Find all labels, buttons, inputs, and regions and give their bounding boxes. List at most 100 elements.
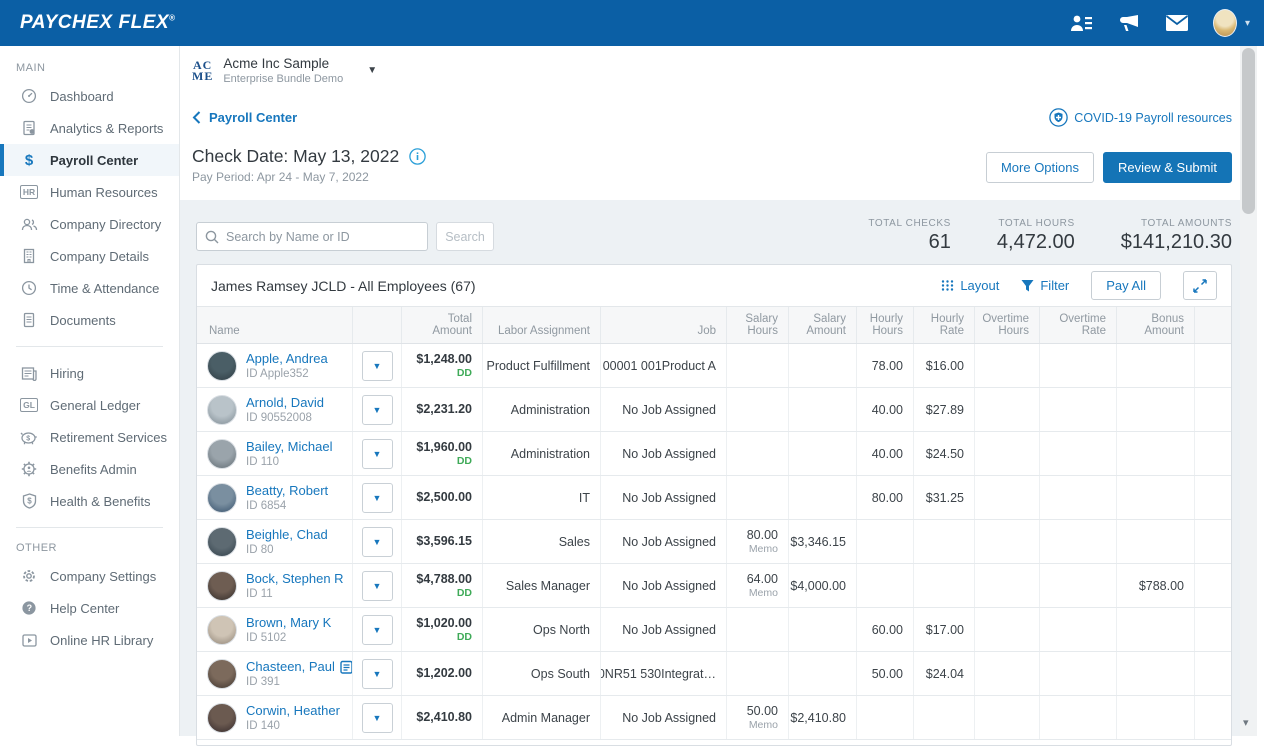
employee-name-link[interactable]: Bailey, Michael [246,439,332,454]
info-icon[interactable] [409,148,426,165]
row-actions-dropdown[interactable]: ▼ [362,571,393,601]
row-actions-dropdown[interactable]: ▼ [362,395,393,425]
total-checks: TOTAL CHECKS 61 [868,218,951,254]
labor-assignment-cell: IT [482,476,600,519]
sidebar-item-payroll-center[interactable]: $Payroll Center [0,144,179,176]
messages-icon[interactable] [1165,11,1189,35]
hourly-hours-cell: 78.00 [856,344,913,387]
salary-hours-cell [726,608,788,651]
overtime-rate-cell [1039,696,1116,739]
scroll-down-caret-icon[interactable]: ▾ [1243,716,1249,729]
direct-deposit-badge: DD [457,367,472,379]
contacts-icon[interactable] [1069,11,1093,35]
overtime-rate-cell [1039,432,1116,475]
employee-name-link[interactable]: Chasteen, Paul [246,659,352,674]
sidebar-item-online-hr-library[interactable]: Online HR Library [0,624,179,656]
sidebar-item-label: Help Center [50,601,119,616]
bonus-amount-cell [1116,652,1194,695]
job-cell: No Job Assigned [600,564,726,607]
sidebar-item-analytics-reports[interactable]: Analytics & Reports [0,112,179,144]
row-actions-dropdown[interactable]: ▼ [362,351,393,381]
search-input[interactable] [226,230,406,244]
sidebar-item-company-details[interactable]: Company Details [0,240,179,272]
back-chevron-icon [192,111,201,124]
memo-label: Memo [749,543,778,555]
employee-name-link[interactable]: Apple, Andrea [246,351,328,366]
labor-assignment-cell: Sales [482,520,600,563]
help-icon: ? [20,600,38,616]
total-amount-cell: $4,788.00DD [401,564,482,607]
sidebar-item-retirement-services[interactable]: $Retirement Services [0,421,179,453]
vertical-scrollbar[interactable] [1240,46,1257,736]
row-actions-dropdown[interactable]: ▼ [362,659,393,689]
employee-name-link[interactable]: Brown, Mary K [246,615,331,630]
salary-hours-cell [726,652,788,695]
row-actions-dropdown[interactable]: ▼ [362,615,393,645]
employee-name-link[interactable]: Beatty, Robert [246,483,328,498]
overtime-hours-cell [974,476,1039,519]
note-icon[interactable] [340,660,352,674]
overtime-hours-cell [974,608,1039,651]
svg-text:$: $ [26,435,30,442]
user-avatar[interactable] [1213,11,1237,35]
employee-id: ID 90552008 [246,412,324,424]
row-actions-dropdown[interactable]: ▼ [362,527,393,557]
row-actions-dropdown[interactable]: ▼ [362,439,393,469]
sidebar-item-label: Time & Attendance [50,281,159,296]
filter-icon [1021,279,1034,292]
sidebar-item-label: Company Directory [50,217,161,232]
sidebar-item-label: Human Resources [50,185,158,200]
search-box [196,222,428,251]
salary-hours-cell [726,476,788,519]
sidebar-item-company-directory[interactable]: Company Directory [0,208,179,240]
sidebar-item-health-benefits[interactable]: $Health & Benefits [0,485,179,517]
total-amounts: TOTAL AMOUNTS $141,210.30 [1121,218,1232,254]
sidebar-item-help-center[interactable]: ? Help Center [0,592,179,624]
covid-resources-link[interactable]: COVID-19 Payroll resources [1049,108,1232,127]
more-options-button[interactable]: More Options [986,152,1094,183]
column-header: Salary Amount [788,307,856,343]
sidebar-item-label: Hiring [50,366,84,381]
sidebar-item-company-settings[interactable]: Company Settings [0,560,179,592]
sidebar-item-general-ledger[interactable]: GLGeneral Ledger [0,389,179,421]
filter-control[interactable]: Filter [1021,278,1069,293]
sidebar-item-documents[interactable]: Documents [0,304,179,336]
job-cell: No Job Assigned [600,476,726,519]
total-amount-cell: $3,596.15 [401,520,482,563]
employee-name-link[interactable]: Bock, Stephen R [246,571,344,586]
account-caret-icon[interactable]: ▾ [1245,18,1250,29]
employee-name-link[interactable]: Arnold, David [246,395,324,410]
row-actions-dropdown[interactable]: ▼ [362,703,393,733]
expand-icon [1193,279,1207,293]
expand-table-button[interactable] [1183,271,1217,300]
search-button[interactable]: Search [436,222,494,251]
announcements-icon[interactable] [1117,11,1141,35]
sidebar-item-human-resources[interactable]: HRHuman Resources [0,176,179,208]
employee-name-link[interactable]: Corwin, Heather [246,703,340,718]
sidebar-item-benefits-admin[interactable]: Benefits Admin [0,453,179,485]
overtime-hours-cell [974,696,1039,739]
total-amount-cell: $1,202.00 [401,652,482,695]
sidebar-item-time-attendance[interactable]: Time & Attendance [0,272,179,304]
breadcrumb[interactable]: Payroll Center [192,110,297,125]
review-submit-button[interactable]: Review & Submit [1103,152,1232,183]
employee-avatar [207,439,237,469]
sidebar-item-label: Company Details [50,249,149,264]
sidebar-item-dashboard[interactable]: Dashboard [0,80,179,112]
job-cell: No Job Assigned [600,388,726,431]
row-actions-dropdown[interactable]: ▼ [362,483,393,513]
scrollbar-thumb[interactable] [1242,48,1255,214]
overtime-hours-cell [974,388,1039,431]
pay-all-button[interactable]: Pay All [1091,271,1161,300]
hourly-hours-cell [856,520,913,563]
sidebar-item-label: General Ledger [50,398,140,413]
row-end-cell [1194,652,1232,695]
table-row: Brown, Mary K ID 5102 ▼ $1,020.00DD Ops … [197,608,1231,652]
layout-control[interactable]: Layout [941,278,999,293]
table-row: Chasteen, Paul ID 391 ▼ $1,202.00 Ops So… [197,652,1231,696]
hourly-rate-cell: $17.00 [913,608,974,651]
company-logo: ACME [192,60,213,82]
employee-name-link[interactable]: Beighle, Chad [246,527,328,542]
sidebar-item-hiring[interactable]: Hiring [0,357,179,389]
company-switcher[interactable]: ACME Acme Inc Sample Enterprise Bundle D… [192,56,377,85]
